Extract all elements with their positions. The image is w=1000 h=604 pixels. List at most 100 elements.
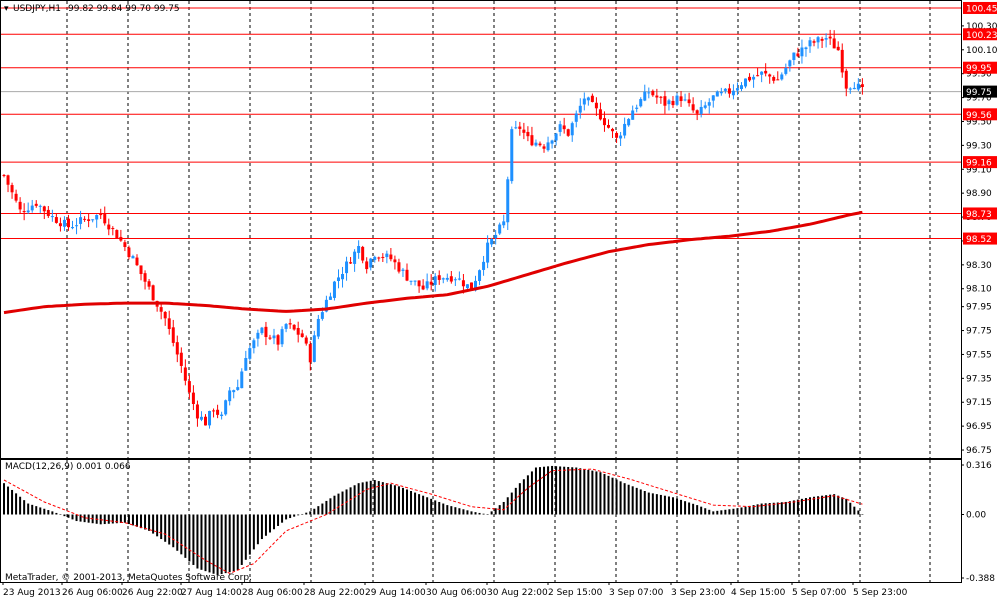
- macd-bar: [559, 466, 562, 515]
- candle-body: [776, 79, 780, 81]
- level-tag-label: 98.73: [966, 210, 992, 220]
- candle-body: [204, 416, 207, 426]
- macd-bar: [591, 470, 594, 515]
- macd-bar: [406, 489, 408, 515]
- candle-body: [675, 95, 679, 105]
- candle-body: [812, 41, 816, 43]
- candle-body: [687, 99, 691, 104]
- macd-bar: [857, 510, 860, 515]
- macd-bar: [152, 514, 155, 534]
- candle-body: [119, 236, 123, 241]
- macd-bar: [829, 494, 832, 515]
- macd-bar: [800, 498, 803, 515]
- candle-body: [91, 219, 95, 221]
- candle-body: [54, 217, 58, 223]
- macd-bar: [676, 498, 679, 515]
- macd-bar: [555, 466, 558, 515]
- time-tick-label: 23 Aug 2013: [3, 588, 61, 598]
- macd-bar: [7, 486, 10, 515]
- candle-body: [534, 142, 538, 146]
- candle-body: [482, 261, 486, 270]
- candle-body: [465, 284, 469, 289]
- macd-bar: [663, 495, 666, 515]
- macd-bar: [35, 506, 38, 515]
- macd-bar: [27, 503, 30, 515]
- candle-body: [679, 96, 683, 102]
- macd-bar: [55, 512, 58, 515]
- macd-bar: [410, 491, 413, 515]
- macd-bar: [127, 514, 130, 525]
- candle-body: [598, 109, 602, 120]
- candle-body: [756, 75, 760, 77]
- price-tick-label: 98.90: [966, 189, 992, 199]
- level-tag-label: 98.52: [966, 235, 992, 245]
- candle-body: [417, 280, 421, 287]
- candle-body: [187, 381, 191, 393]
- macd-bar: [397, 486, 400, 515]
- price-tick-label: 99.50: [966, 117, 992, 127]
- candle-body: [328, 296, 332, 300]
- candle-body: [490, 238, 494, 245]
- macd-bar: [486, 514, 489, 515]
- candle-body: [542, 146, 546, 149]
- macd-bar: [510, 492, 513, 515]
- candle-body: [469, 282, 473, 291]
- macd-bar: [377, 481, 380, 515]
- candle-body: [349, 262, 353, 264]
- time-tick-label: 30 Aug 06:00: [426, 588, 487, 598]
- candle-body: [409, 280, 413, 282]
- macd-bar: [200, 514, 203, 570]
- candle-body: [296, 327, 300, 335]
- candle-body: [723, 88, 727, 91]
- candle-body: [357, 246, 361, 253]
- candle-body: [260, 327, 264, 334]
- macd-bar: [277, 514, 280, 526]
- candle-body: [18, 201, 22, 210]
- macd-bar: [514, 487, 517, 515]
- candle-body: [2, 175, 6, 177]
- current-price-tag: [963, 85, 997, 98]
- macd-bar: [611, 477, 614, 515]
- candle-body: [514, 127, 518, 129]
- macd-bar: [583, 469, 586, 515]
- candle-body: [570, 123, 574, 136]
- macd-bar: [571, 467, 574, 515]
- symbol-menu-icon[interactable]: ▾: [4, 4, 9, 14]
- macd-bar: [442, 503, 445, 515]
- candle-body: [735, 88, 739, 91]
- candle-body: [808, 40, 812, 47]
- candle-body: [562, 125, 566, 130]
- macd-bar: [430, 498, 433, 515]
- macd-bar: [482, 513, 485, 515]
- time-tick-label: 28 Aug 06:00: [242, 588, 303, 598]
- candle-body: [449, 276, 453, 282]
- macd-bar: [458, 508, 461, 515]
- candle-body: [574, 113, 578, 122]
- candle-body: [848, 88, 852, 90]
- price-tick-label: 99.70: [966, 94, 992, 104]
- macd-bar: [67, 514, 70, 518]
- price-tick-label: 99.90: [966, 70, 992, 80]
- candle-body: [83, 218, 87, 220]
- macd-bar: [252, 514, 255, 550]
- macd-bar: [289, 514, 292, 519]
- candle-body: [748, 76, 752, 81]
- horizontal-levels[interactable]: [1, 7, 961, 240]
- macd-bar: [293, 514, 296, 517]
- candle-body: [635, 107, 639, 109]
- candle-body: [284, 324, 288, 329]
- price-tick-label: 97.75: [966, 327, 992, 337]
- level-tag: [963, 232, 997, 245]
- macd-bar: [63, 514, 66, 517]
- macd-bar: [401, 487, 404, 515]
- time-tick-label: 26 Aug 06:00: [62, 588, 123, 598]
- candle-body: [123, 242, 127, 247]
- macd-bar: [15, 493, 18, 515]
- macd-bar: [168, 514, 171, 545]
- grid-lines: [66, 1, 931, 582]
- macd-bar: [849, 502, 852, 515]
- macd-bar: [79, 514, 82, 522]
- macd-bar: [309, 511, 312, 515]
